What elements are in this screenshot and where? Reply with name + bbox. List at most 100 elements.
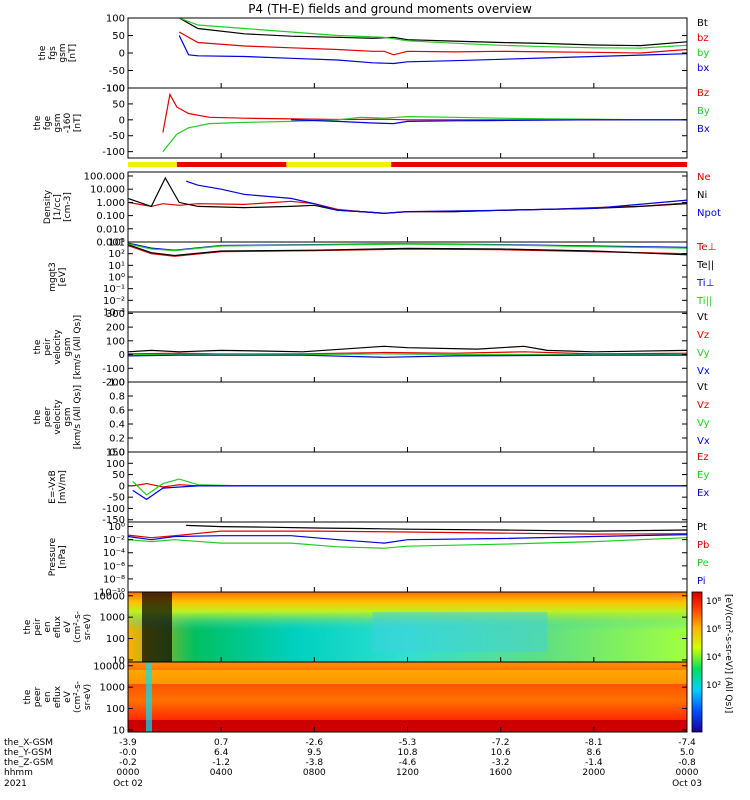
panel-ylabel-line: sr-eV) xyxy=(83,684,93,710)
y-tick-label: -50 xyxy=(109,66,125,77)
panel-frame xyxy=(127,381,688,453)
series-line xyxy=(186,180,688,214)
y-tick-label: 10⁻⁶ xyxy=(103,561,125,572)
y-tick-label: 0.6 xyxy=(109,406,125,417)
x-axis-row-label: hhmm xyxy=(4,768,33,778)
legend-entry: Bz xyxy=(697,88,709,99)
x-axis-value: -0.8 xyxy=(678,758,696,768)
panel-ylabel-line: velocity xyxy=(53,399,63,435)
mode-bar-segment xyxy=(391,162,687,167)
x-axis-value: -3.2 xyxy=(492,758,510,768)
x-axis-row-label: the_Y-GSM xyxy=(4,748,52,758)
colorbar-label: [eV/(cm²-s-sr-eV)] (All Qs)] xyxy=(723,594,733,713)
y-tick-label: 0.0 xyxy=(109,448,125,459)
y-tick-label: 0.100 xyxy=(96,211,125,222)
x-axis-row-label: 2021 xyxy=(4,779,27,789)
legend-entry: Vy xyxy=(697,418,710,429)
panel-ylabel-line: Pressure xyxy=(48,537,58,576)
y-tick-label: -150 xyxy=(102,515,125,526)
y-tick-label: 300 xyxy=(106,309,125,320)
y-tick-label: 10⁻⁴ xyxy=(103,548,125,559)
x-axis-value: -0.0 xyxy=(119,748,137,758)
y-tick-label: 10² xyxy=(108,249,125,260)
legend-entry: Ti⊥ xyxy=(696,278,714,289)
series-line xyxy=(162,115,687,152)
y-tick-label: 10⁻³ xyxy=(103,308,125,319)
panel-ylabel-line: peir xyxy=(43,338,53,356)
series-line xyxy=(128,353,687,356)
series-line xyxy=(132,485,687,501)
panel-ylabel-line: gsm xyxy=(63,407,73,426)
y-tick-label: 50 xyxy=(112,31,125,42)
panel-frame xyxy=(127,451,688,523)
colorbar-tick-label: 10⁴ xyxy=(706,653,721,663)
x-axis-value: 0400 xyxy=(210,768,233,778)
y-tick-label: 10⁰ xyxy=(108,273,125,284)
y-tick-label: 0 xyxy=(119,49,125,60)
x-axis-value: -1.2 xyxy=(212,758,230,768)
legend-entry: Vx xyxy=(697,436,710,447)
x-axis-value: Oct 02 xyxy=(113,779,143,789)
y-tick-label: 0 xyxy=(119,350,125,361)
y-tick-label: 0 xyxy=(119,115,125,126)
x-axis-row-label: the_Z-GSM xyxy=(4,758,53,768)
x-axis-value: -7.4 xyxy=(678,738,696,748)
panel-ylabel-line: en xyxy=(43,691,53,702)
ion-spectrogram-band xyxy=(372,612,548,652)
x-axis-value: 0800 xyxy=(303,768,326,778)
y-tick-label: -100 xyxy=(102,84,125,95)
panel-ylabel-line: eflux xyxy=(53,615,63,638)
panel-ylabel-line: [nT] xyxy=(68,44,78,62)
legend-entry: Pb xyxy=(697,540,709,551)
panel-ylabel-line: Density xyxy=(43,189,53,224)
x-axis-value: -7.2 xyxy=(492,738,510,748)
panel-ylabel-line: en xyxy=(43,621,53,632)
x-axis-value: 2000 xyxy=(582,768,605,778)
y-tick-label: 150 xyxy=(106,448,125,459)
x-axis-value: -5.3 xyxy=(399,738,417,748)
series-line xyxy=(178,35,688,65)
panel-ylabel-line: (cm²-s- xyxy=(73,611,83,643)
electron-spectrogram-floor xyxy=(128,720,687,732)
x-axis-value: -3.9 xyxy=(119,738,137,748)
y-tick-label: 100.000 xyxy=(84,171,125,182)
y-tick-label: 50 xyxy=(112,470,125,481)
y-tick-label: 1.000 xyxy=(96,198,125,209)
panel-ylabel-line: the xyxy=(23,689,33,704)
y-tick-label: 100 xyxy=(106,14,125,25)
panel-ylabel-line: [km/s (All Qs)] xyxy=(73,315,83,379)
y-tick-label: 1.0 xyxy=(109,378,125,389)
panel-ylabel-line: gsm xyxy=(53,113,63,132)
x-axis-value: -3.8 xyxy=(306,758,324,768)
legend-entry: bz xyxy=(697,33,709,44)
y-tick-label: 0.010 xyxy=(96,224,125,235)
y-tick-label: 10 xyxy=(112,655,125,666)
series-line xyxy=(186,524,688,532)
legend-entry: Te|| xyxy=(696,260,714,271)
legend-entry: Ey xyxy=(697,470,709,481)
series-line xyxy=(178,31,688,56)
x-axis-value: 0000 xyxy=(676,768,699,778)
y-tick-label: 10⁻² xyxy=(103,535,125,546)
series-line xyxy=(127,530,688,539)
legend-entry: Ex xyxy=(697,488,709,499)
legend-entry: bx xyxy=(697,63,709,74)
y-tick-label: -100 xyxy=(102,364,125,375)
panel-ylabel-line: [km/s (All Qs)] xyxy=(73,385,83,449)
panel-ylabel-line: [1/cc] xyxy=(53,194,63,220)
legend-entry: Ne xyxy=(697,172,711,183)
panel-ylabel-line: [mV/m] xyxy=(58,470,68,504)
panel-ylabel-line: eV xyxy=(63,690,73,703)
panel-ylabel-line: fgs xyxy=(48,46,58,60)
colorbar-tick-label: 10⁸ xyxy=(706,597,721,607)
y-tick-label: 10⁰ xyxy=(108,522,125,533)
x-axis-value: 10.6 xyxy=(491,748,511,758)
panel-ylabel-line: [eV] xyxy=(58,268,68,287)
x-axis-value: 9.5 xyxy=(307,748,321,758)
series-line xyxy=(132,478,687,496)
panel-ylabel-line: fge xyxy=(43,115,53,130)
colorbar xyxy=(691,591,703,733)
series-line xyxy=(178,17,688,47)
panel-ylabel-line: the xyxy=(23,619,33,634)
